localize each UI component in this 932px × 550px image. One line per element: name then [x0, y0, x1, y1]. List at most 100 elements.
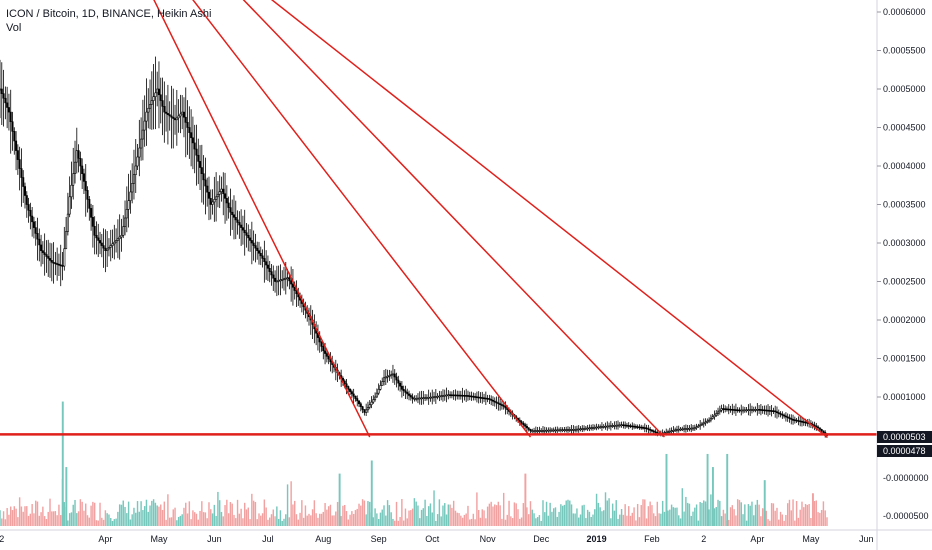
- volume-bar: [610, 518, 612, 526]
- volume-bar: [136, 501, 139, 526]
- candle-body: [82, 173, 85, 182]
- candle-body: [402, 388, 405, 392]
- volume-bar: [454, 510, 457, 526]
- candle-body: [124, 217, 127, 227]
- volume-bar: [808, 503, 810, 526]
- candle-body: [618, 424, 621, 427]
- volume-bar: [424, 499, 426, 526]
- candle-body: [416, 397, 419, 400]
- candle-body: [406, 392, 409, 395]
- candle-body: [581, 428, 584, 430]
- candle-body: [800, 420, 803, 423]
- candle-body: [263, 258, 266, 262]
- volume-bar: [369, 501, 371, 526]
- candle-body: [818, 427, 821, 430]
- volume-bar: [272, 509, 274, 526]
- candle-body: [549, 429, 552, 432]
- volume-bar: [608, 498, 610, 526]
- volume-bar: [490, 501, 492, 526]
- candle-body: [63, 248, 66, 267]
- candle-body: [393, 373, 396, 378]
- volume-bar: [285, 514, 287, 526]
- volume-bar: [436, 514, 439, 526]
- candle-body: [50, 260, 53, 263]
- volume-bar: [486, 506, 489, 526]
- candle-body: [384, 376, 387, 379]
- trendlines[interactable]: [0, 0, 877, 438]
- trendline[interactable]: [248, 0, 828, 438]
- candle-body: [424, 397, 427, 399]
- volume-bar: [22, 511, 24, 526]
- candle-body: [325, 353, 328, 357]
- volume-bar: [265, 507, 267, 526]
- candle-body: [20, 168, 23, 178]
- volume-bar: [767, 519, 769, 526]
- candle-body: [38, 238, 41, 246]
- volume-bar: [358, 503, 360, 526]
- candle-body: [16, 150, 19, 160]
- candle-body: [388, 375, 391, 377]
- volume-bar: [804, 503, 807, 526]
- candle-body: [438, 395, 441, 398]
- volume-bar: [340, 516, 342, 526]
- volume-bar: [226, 499, 228, 526]
- candle-body: [625, 424, 628, 427]
- volume-bar: [238, 513, 241, 526]
- volume-bar: [92, 501, 94, 526]
- candle-body: [243, 229, 246, 234]
- volume-bar: [18, 497, 21, 526]
- candle-body: [79, 158, 82, 167]
- candle-body: [690, 427, 693, 430]
- candle-body: [275, 280, 278, 283]
- trendline[interactable]: [143, 0, 532, 438]
- candle-body: [408, 393, 411, 396]
- candle-body: [211, 201, 214, 205]
- candle-body: [759, 409, 762, 411]
- volume-bar: [26, 506, 28, 526]
- volume-bar: [570, 504, 573, 526]
- volume-bar: [479, 517, 482, 526]
- trendline[interactable]: [84, 0, 371, 438]
- candle-body: [561, 429, 564, 431]
- candle-body: [684, 428, 687, 430]
- candle-body: [765, 409, 768, 412]
- candle-body: [52, 261, 55, 264]
- candle-body: [295, 290, 298, 294]
- trendline[interactable]: [211, 0, 665, 438]
- candle-body: [679, 428, 682, 431]
- volume-bar: [502, 492, 505, 526]
- candle-body: [431, 396, 434, 399]
- volume-bar: [688, 503, 691, 526]
- volume-bar: [195, 513, 198, 526]
- candle-body: [468, 395, 471, 398]
- candle-body: [195, 148, 198, 156]
- volume-bar: [327, 506, 330, 526]
- volume-bar: [540, 520, 542, 526]
- volume-bar: [383, 505, 385, 526]
- candle-body: [56, 263, 59, 265]
- candle-body: [722, 408, 725, 410]
- volume-bar: [10, 506, 12, 526]
- volume-bar: [204, 512, 207, 526]
- candle-body: [199, 161, 202, 168]
- candle-body: [645, 427, 648, 430]
- candle-body: [390, 374, 393, 376]
- candle-body: [227, 202, 230, 208]
- volume-bar: [722, 509, 725, 526]
- volume-bar: [145, 499, 148, 526]
- volume-bar: [213, 504, 216, 526]
- volume-bar: [222, 516, 224, 526]
- volume-bar: [344, 504, 346, 526]
- candle-body: [165, 111, 168, 114]
- candle-body: [190, 132, 193, 139]
- volume-bar: [626, 515, 628, 526]
- candle-body: [99, 240, 102, 244]
- volume-bar: [456, 512, 458, 526]
- volume-bar: [47, 511, 49, 526]
- volume-bar: [126, 513, 128, 526]
- candle-body: [445, 394, 448, 397]
- date-axis[interactable]: 2 Apr May Jun Jul Aug Sep Oct Nov Dec 2019 Feb 2 Apr M…: [0, 534, 874, 544]
- volume-tick-label: -0.0000500: [883, 511, 929, 521]
